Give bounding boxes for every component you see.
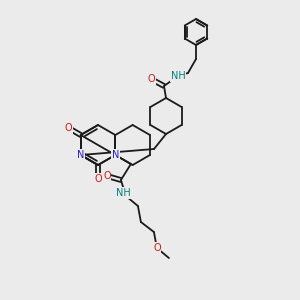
Text: O: O (153, 243, 161, 253)
Text: O: O (103, 171, 111, 181)
Text: O: O (94, 174, 102, 184)
Text: O: O (65, 123, 72, 133)
Text: NH: NH (116, 188, 130, 198)
Text: O: O (147, 74, 155, 84)
Text: N: N (112, 150, 119, 160)
Text: NH: NH (171, 71, 185, 81)
Text: N: N (77, 150, 84, 160)
